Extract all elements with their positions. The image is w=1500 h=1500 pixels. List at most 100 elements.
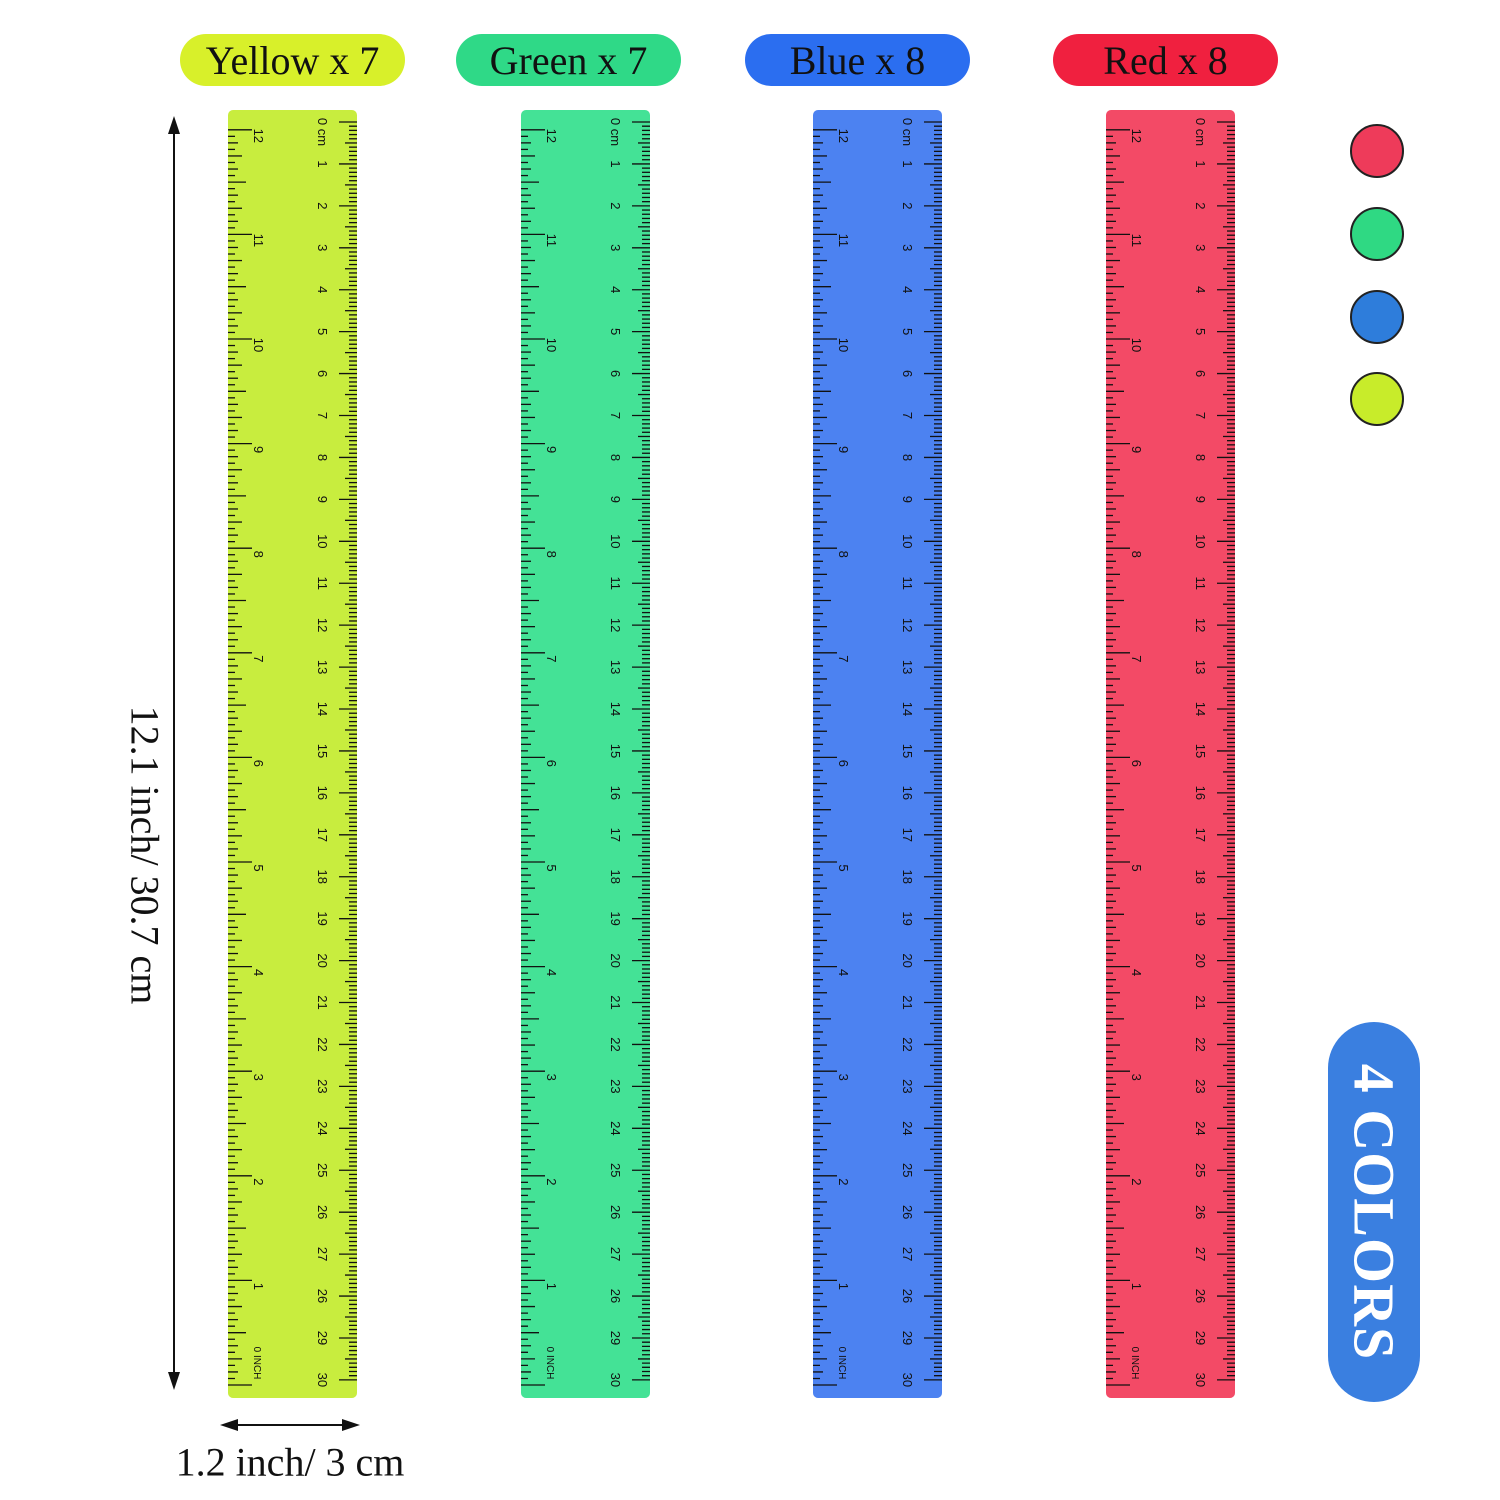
inch-label: 12 [836, 129, 851, 143]
inch-label: 2 [544, 1178, 559, 1185]
cm-label: 7 [900, 412, 915, 419]
cm-label: 13 [315, 660, 330, 674]
arrow-left-icon [220, 1419, 238, 1431]
inch-label: 10 [1129, 338, 1144, 352]
cm-label: 30 [315, 1373, 330, 1387]
cm-label: 7 [1193, 412, 1208, 419]
cm-label: 17 [315, 828, 330, 842]
inch-label: 1 [251, 1283, 266, 1290]
cm-label: 4 [608, 286, 623, 293]
ruler-body [228, 110, 357, 1398]
cm-label: 11 [900, 576, 915, 590]
inch-label: 4 [836, 969, 851, 976]
inch-label: 5 [836, 864, 851, 871]
cm-label: 8 [608, 454, 623, 461]
cm-label: 2 [315, 202, 330, 209]
cm-label: 10 [900, 534, 915, 548]
inch-label: 2 [251, 1178, 266, 1185]
badge-text: 4 COLORS [1341, 1063, 1407, 1361]
cm-label: 3 [900, 244, 915, 251]
cm-label: 29 [315, 1331, 330, 1345]
inch-label: 12 [1129, 129, 1144, 143]
cm-label: 19 [1193, 911, 1208, 925]
cm-label: 11 [1193, 576, 1208, 590]
inch-label: 3 [836, 1074, 851, 1081]
cm-label: 2 [608, 202, 623, 209]
inch-label: 6 [251, 760, 266, 767]
inch-label: 6 [544, 760, 559, 767]
width-label: 1.2 inch/ 3 cm [175, 1439, 405, 1485]
inch-label: 6 [1129, 760, 1144, 767]
cm-label: 5 [1193, 328, 1208, 335]
cm-label: 18 [900, 870, 915, 884]
inch-label: 8 [544, 551, 559, 558]
cm-label: 14 [1193, 702, 1208, 716]
inch-label: 12 [544, 129, 559, 143]
inch-label: 5 [251, 864, 266, 871]
cm-label: 19 [608, 911, 623, 925]
cm-label: 0 cm [608, 118, 623, 146]
ruler-scale: 0 cm123456789101112131415161718192021222… [1106, 110, 1235, 1398]
pill-label: Blue x 8 [789, 37, 926, 83]
ruler-scale: 0 cm123456789101112131415161718192021222… [521, 110, 650, 1398]
cm-label: 13 [900, 660, 915, 674]
cm-label: 26 [315, 1289, 330, 1303]
inch-label: 8 [1129, 551, 1144, 558]
ruler-scale: 0 cm123456789101112131415161718192021222… [813, 110, 942, 1398]
length-dimension-line [173, 122, 175, 1384]
cm-label: 2 [1193, 202, 1208, 209]
arrow-right-icon [342, 1419, 360, 1431]
inch-label: 2 [1129, 1178, 1144, 1185]
inch-label: 2 [836, 1178, 851, 1185]
cm-label: 9 [1193, 496, 1208, 503]
cm-label: 2 [900, 202, 915, 209]
cm-label: 21 [900, 995, 915, 1009]
inch-label: 5 [1129, 864, 1144, 871]
cm-label: 14 [315, 702, 330, 716]
pill-blue: Blue x 8 [745, 34, 970, 86]
cm-label: 12 [608, 618, 623, 632]
inch-label: 7 [1129, 655, 1144, 662]
inch-label: 1 [836, 1283, 851, 1290]
inch-label: 11 [1129, 234, 1144, 248]
pill-red: Red x 8 [1053, 34, 1278, 86]
cm-label: 26 [608, 1289, 623, 1303]
cm-label: 12 [1193, 618, 1208, 632]
cm-label: 25 [900, 1163, 915, 1177]
cm-label: 26 [900, 1289, 915, 1303]
cm-label: 6 [1193, 370, 1208, 377]
inch-label: 9 [251, 446, 266, 453]
cm-label: 3 [315, 244, 330, 251]
ruler-body [521, 110, 650, 1398]
inch-label: 7 [836, 655, 851, 662]
cm-label: 27 [608, 1247, 623, 1261]
cm-label: 25 [1193, 1163, 1208, 1177]
cm-label: 22 [608, 1037, 623, 1051]
cm-label: 23 [315, 1079, 330, 1093]
cm-label: 4 [900, 286, 915, 293]
arrow-down-icon [168, 1372, 180, 1390]
cm-label: 23 [1193, 1079, 1208, 1093]
inch-label: 9 [544, 446, 559, 453]
cm-label: 5 [900, 328, 915, 335]
cm-label: 14 [608, 702, 623, 716]
cm-label: 29 [608, 1331, 623, 1345]
cm-label: 26 [608, 1205, 623, 1219]
cm-label: 5 [315, 328, 330, 335]
cm-label: 20 [315, 953, 330, 967]
inch-label: 0 INCH [544, 1347, 555, 1380]
cm-label: 13 [608, 660, 623, 674]
cm-label: 6 [608, 370, 623, 377]
cm-label: 17 [1193, 828, 1208, 842]
cm-label: 26 [315, 1205, 330, 1219]
cm-label: 9 [608, 496, 623, 503]
cm-label: 26 [900, 1205, 915, 1219]
ruler-green: 0 cm 1 2 3 4 5 6 7 8 9 10 11 12 13 14 15 16 17 18 19 20 21 22 2… [521, 110, 650, 1398]
cm-label: 8 [315, 454, 330, 461]
ruler-body [813, 110, 942, 1398]
cm-label: 27 [1193, 1247, 1208, 1261]
cm-label: 12 [315, 618, 330, 632]
cm-label: 11 [608, 576, 623, 590]
pill-yellow: Yellow x 7 [180, 34, 405, 86]
ruler-sheen [813, 110, 942, 1398]
